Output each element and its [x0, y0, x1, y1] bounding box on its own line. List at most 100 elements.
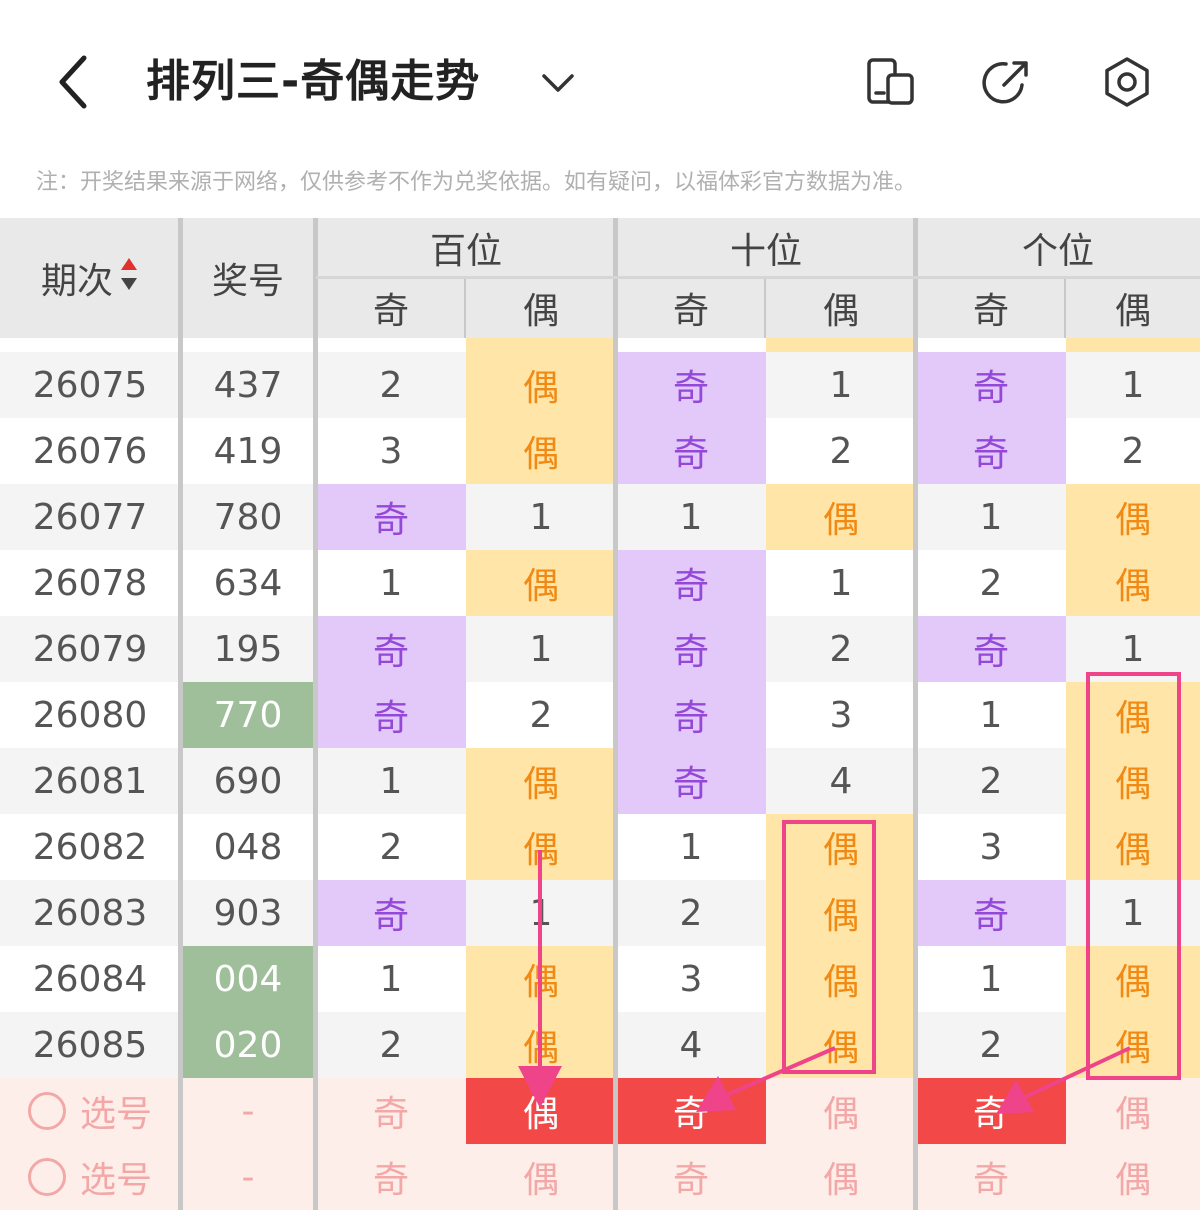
subheader-even: 偶 [1066, 278, 1200, 338]
miss-count-cell: 1 [466, 616, 616, 682]
miss-count-cell: 2 [766, 616, 916, 682]
select-even-button[interactable]: 偶 [466, 1078, 616, 1144]
even-marker-cell: 偶 [1066, 1012, 1200, 1078]
miss-count-cell: 4 [766, 748, 916, 814]
period-cell: 26085 [0, 1012, 180, 1078]
subheader-odd: 奇 [916, 278, 1066, 338]
even-marker-cell: 偶 [1066, 682, 1200, 748]
miss-count-cell: 3 [616, 946, 766, 1012]
winning-number-cell: 195 [180, 616, 316, 682]
period-cell: 26082 [0, 814, 180, 880]
select-label-text: 选号 [79, 1160, 152, 1201]
sort-arrows-icon[interactable] [119, 256, 139, 301]
select-odd-button[interactable]: 奇 [316, 1144, 466, 1210]
even-marker-cell: 偶 [766, 946, 916, 1012]
select-odd-button[interactable]: 奇 [916, 1144, 1066, 1210]
miss-count-cell: 1 [766, 550, 916, 616]
column-divider [1064, 278, 1066, 338]
even-column-spacer [466, 338, 616, 352]
column-header-number: 奖号 [180, 218, 316, 338]
top-bar: 排列三-奇偶走势 [0, 0, 1200, 160]
period-header-label: 期次 [40, 261, 113, 302]
radio-circle-icon[interactable] [27, 1092, 66, 1130]
even-marker-cell: 偶 [1066, 550, 1200, 616]
winning-number-cell: 004 [180, 946, 316, 1012]
miss-count-cell: 1 [916, 946, 1066, 1012]
odd-marker-cell: 奇 [616, 616, 766, 682]
odd-marker-cell: 奇 [916, 880, 1066, 946]
select-odd-button[interactable]: 奇 [916, 1078, 1066, 1144]
period-cell: 26075 [0, 352, 180, 418]
winning-number-cell: 020 [180, 1012, 316, 1078]
select-row-label[interactable]: 选号 [0, 1144, 180, 1210]
miss-count-cell: 2 [916, 550, 1066, 616]
miss-count-cell: 1 [1066, 616, 1200, 682]
share-icon[interactable] [980, 55, 1034, 109]
odd-marker-cell: 奇 [616, 352, 766, 418]
miss-count-cell: 4 [616, 1012, 766, 1078]
even-marker-cell: 偶 [466, 946, 616, 1012]
device-switch-icon[interactable] [864, 55, 918, 109]
miss-count-cell: 1 [316, 748, 466, 814]
settings-hex-icon[interactable] [1100, 55, 1154, 109]
select-odd-button[interactable]: 奇 [616, 1078, 766, 1144]
select-odd-button[interactable]: 奇 [616, 1144, 766, 1210]
group-header-units: 个位 [916, 218, 1200, 278]
select-even-button[interactable]: 偶 [1066, 1144, 1200, 1210]
header-divider [316, 276, 1200, 279]
column-divider [613, 218, 618, 1210]
radio-circle-icon[interactable] [27, 1158, 66, 1196]
winning-number-cell: 903 [180, 880, 316, 946]
odd-marker-cell: 奇 [316, 682, 466, 748]
select-even-button[interactable]: 偶 [766, 1078, 916, 1144]
odd-marker-cell: 奇 [316, 616, 466, 682]
subheader-odd: 奇 [316, 278, 466, 338]
winning-number-cell: 437 [180, 352, 316, 418]
select-even-button[interactable]: 偶 [466, 1144, 616, 1210]
even-column-spacer [766, 338, 916, 352]
subheader-even: 偶 [766, 278, 916, 338]
select-odd-button[interactable]: 奇 [316, 1078, 466, 1144]
miss-count-cell: 1 [466, 484, 616, 550]
even-marker-cell: 偶 [466, 1012, 616, 1078]
group-header-hundreds: 百位 [316, 218, 616, 278]
period-cell: 26081 [0, 748, 180, 814]
miss-count-cell: 1 [1066, 352, 1200, 418]
back-arrow-icon[interactable] [50, 52, 100, 112]
select-even-button[interactable]: 偶 [1066, 1078, 1200, 1144]
page-title[interactable]: 排列三-奇偶走势 [146, 56, 481, 107]
column-header-period[interactable]: 期次 [0, 218, 180, 338]
parity-trend-table: 期次 奖号 百位奇偶十位奇偶个位奇偶 26075 437 2 偶奇 1 奇 1 26076 419 3 偶… [0, 218, 1200, 1218]
miss-count-cell: 1 [616, 484, 766, 550]
chevron-down-icon[interactable] [538, 64, 578, 104]
select-row-label[interactable]: 选号 [0, 1078, 180, 1144]
column-divider [913, 218, 918, 1210]
miss-count-cell: 1 [466, 880, 616, 946]
even-marker-cell: 偶 [466, 550, 616, 616]
miss-count-cell: 2 [466, 682, 616, 748]
select-even-button[interactable]: 偶 [766, 1144, 916, 1210]
winning-number-cell: 634 [180, 550, 316, 616]
even-marker-cell: 偶 [466, 748, 616, 814]
select-number-cell: - [180, 1078, 316, 1144]
even-marker-cell: 偶 [466, 418, 616, 484]
column-divider [313, 218, 318, 1210]
column-divider [764, 278, 766, 338]
winning-number-cell: 048 [180, 814, 316, 880]
group-header-tens: 十位 [616, 218, 916, 278]
odd-marker-cell: 奇 [616, 418, 766, 484]
miss-count-cell: 3 [766, 682, 916, 748]
even-column-spacer [1066, 338, 1200, 352]
miss-count-cell: 2 [316, 352, 466, 418]
period-cell: 26084 [0, 946, 180, 1012]
column-divider [464, 278, 466, 338]
even-marker-cell: 偶 [766, 1012, 916, 1078]
odd-marker-cell: 奇 [316, 484, 466, 550]
odd-marker-cell: 奇 [616, 550, 766, 616]
period-cell: 26083 [0, 880, 180, 946]
miss-count-cell: 3 [916, 814, 1066, 880]
disclaimer-notice: 注：开奖结果来源于网络，仅供参考不作为兑奖依据。如有疑问，以福体彩官方数据为准。 [36, 170, 917, 195]
miss-count-cell: 1 [916, 682, 1066, 748]
miss-count-cell: 3 [316, 418, 466, 484]
odd-marker-cell: 奇 [916, 616, 1066, 682]
